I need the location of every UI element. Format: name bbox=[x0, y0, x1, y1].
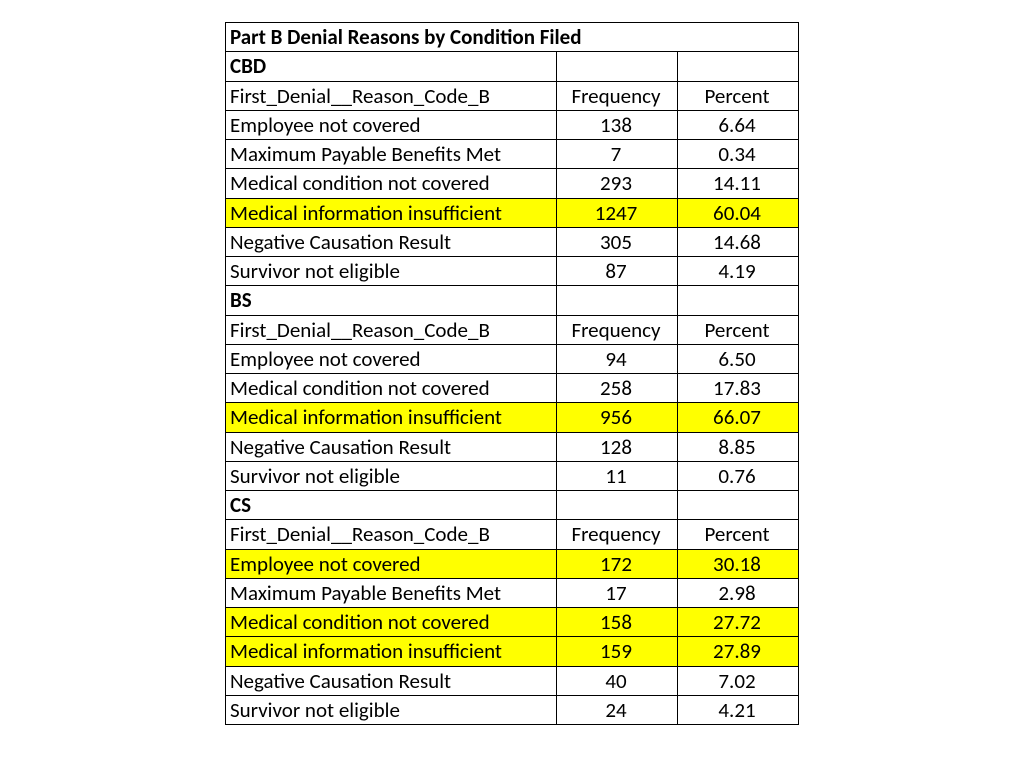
percent-cell: 0.76 bbox=[678, 461, 799, 490]
percent-cell: 0.34 bbox=[678, 140, 799, 169]
percent-cell: 60.04 bbox=[678, 198, 799, 227]
table-row: Survivor not eligible110.76 bbox=[226, 461, 799, 490]
section-name: CS bbox=[226, 491, 557, 520]
frequency-cell: 258 bbox=[557, 374, 678, 403]
reason-cell: Employee not covered bbox=[226, 110, 557, 139]
col-percent-header: Percent bbox=[678, 520, 799, 549]
section-heading-row: BS bbox=[226, 286, 799, 315]
section-name: CBD bbox=[226, 52, 557, 81]
denial-reasons-table: Part B Denial Reasons by Condition Filed… bbox=[225, 22, 799, 725]
column-header-row: First_Denial__Reason_Code_BFrequencyPerc… bbox=[226, 81, 799, 110]
empty-cell bbox=[557, 286, 678, 315]
reason-cell: Employee not covered bbox=[226, 344, 557, 373]
col-reason-header: First_Denial__Reason_Code_B bbox=[226, 520, 557, 549]
reason-cell: Negative Causation Result bbox=[226, 227, 557, 256]
table-title: Part B Denial Reasons by Condition Filed bbox=[226, 23, 799, 52]
reason-cell: Maximum Payable Benefits Met bbox=[226, 578, 557, 607]
table-row: Maximum Payable Benefits Met70.34 bbox=[226, 140, 799, 169]
table-row: Medical condition not covered25817.83 bbox=[226, 374, 799, 403]
percent-cell: 4.19 bbox=[678, 257, 799, 286]
column-header-row: First_Denial__Reason_Code_BFrequencyPerc… bbox=[226, 315, 799, 344]
frequency-cell: 159 bbox=[557, 637, 678, 666]
col-reason-header: First_Denial__Reason_Code_B bbox=[226, 315, 557, 344]
frequency-cell: 158 bbox=[557, 608, 678, 637]
table-row: Medical information insufficient15927.89 bbox=[226, 637, 799, 666]
section-name: BS bbox=[226, 286, 557, 315]
percent-cell: 14.11 bbox=[678, 169, 799, 198]
table-row: Medical information insufficient124760.0… bbox=[226, 198, 799, 227]
percent-cell: 27.89 bbox=[678, 637, 799, 666]
col-frequency-header: Frequency bbox=[557, 81, 678, 110]
frequency-cell: 87 bbox=[557, 257, 678, 286]
percent-cell: 66.07 bbox=[678, 403, 799, 432]
frequency-cell: 1247 bbox=[557, 198, 678, 227]
frequency-cell: 293 bbox=[557, 169, 678, 198]
table-row: Negative Causation Result30514.68 bbox=[226, 227, 799, 256]
table-row: Medical information insufficient95666.07 bbox=[226, 403, 799, 432]
percent-cell: 6.64 bbox=[678, 110, 799, 139]
frequency-cell: 11 bbox=[557, 461, 678, 490]
reason-cell: Medical condition not covered bbox=[226, 374, 557, 403]
frequency-cell: 40 bbox=[557, 666, 678, 695]
percent-cell: 14.68 bbox=[678, 227, 799, 256]
frequency-cell: 94 bbox=[557, 344, 678, 373]
empty-cell bbox=[678, 286, 799, 315]
table-row: Medical condition not covered15827.72 bbox=[226, 608, 799, 637]
col-percent-header: Percent bbox=[678, 81, 799, 110]
reason-cell: Medical condition not covered bbox=[226, 608, 557, 637]
reason-cell: Survivor not eligible bbox=[226, 695, 557, 724]
percent-cell: 30.18 bbox=[678, 549, 799, 578]
reason-cell: Negative Causation Result bbox=[226, 432, 557, 461]
table-row: Survivor not eligible874.19 bbox=[226, 257, 799, 286]
table-row: Negative Causation Result1288.85 bbox=[226, 432, 799, 461]
frequency-cell: 138 bbox=[557, 110, 678, 139]
percent-cell: 4.21 bbox=[678, 695, 799, 724]
reason-cell: Medical information insufficient bbox=[226, 403, 557, 432]
frequency-cell: 24 bbox=[557, 695, 678, 724]
table-row: Maximum Payable Benefits Met172.98 bbox=[226, 578, 799, 607]
reason-cell: Employee not covered bbox=[226, 549, 557, 578]
reason-cell: Medical information insufficient bbox=[226, 198, 557, 227]
empty-cell bbox=[678, 52, 799, 81]
empty-cell bbox=[557, 52, 678, 81]
col-frequency-header: Frequency bbox=[557, 520, 678, 549]
reason-cell: Negative Causation Result bbox=[226, 666, 557, 695]
column-header-row: First_Denial__Reason_Code_BFrequencyPerc… bbox=[226, 520, 799, 549]
section-heading-row: CS bbox=[226, 491, 799, 520]
empty-cell bbox=[557, 491, 678, 520]
table-title-row: Part B Denial Reasons by Condition Filed bbox=[226, 23, 799, 52]
frequency-cell: 172 bbox=[557, 549, 678, 578]
col-reason-header: First_Denial__Reason_Code_B bbox=[226, 81, 557, 110]
percent-cell: 7.02 bbox=[678, 666, 799, 695]
empty-cell bbox=[678, 491, 799, 520]
frequency-cell: 17 bbox=[557, 578, 678, 607]
reason-cell: Survivor not eligible bbox=[226, 461, 557, 490]
frequency-cell: 956 bbox=[557, 403, 678, 432]
frequency-cell: 305 bbox=[557, 227, 678, 256]
percent-cell: 27.72 bbox=[678, 608, 799, 637]
table-row: Survivor not eligible244.21 bbox=[226, 695, 799, 724]
frequency-cell: 128 bbox=[557, 432, 678, 461]
reason-cell: Medical condition not covered bbox=[226, 169, 557, 198]
reason-cell: Survivor not eligible bbox=[226, 257, 557, 286]
table-row: Negative Causation Result407.02 bbox=[226, 666, 799, 695]
section-heading-row: CBD bbox=[226, 52, 799, 81]
reason-cell: Medical information insufficient bbox=[226, 637, 557, 666]
reason-cell: Maximum Payable Benefits Met bbox=[226, 140, 557, 169]
table-row: Medical condition not covered29314.11 bbox=[226, 169, 799, 198]
percent-cell: 2.98 bbox=[678, 578, 799, 607]
col-frequency-header: Frequency bbox=[557, 315, 678, 344]
col-percent-header: Percent bbox=[678, 315, 799, 344]
table-row: Employee not covered1386.64 bbox=[226, 110, 799, 139]
table-row: Employee not covered17230.18 bbox=[226, 549, 799, 578]
percent-cell: 17.83 bbox=[678, 374, 799, 403]
frequency-cell: 7 bbox=[557, 140, 678, 169]
percent-cell: 8.85 bbox=[678, 432, 799, 461]
table-row: Employee not covered946.50 bbox=[226, 344, 799, 373]
percent-cell: 6.50 bbox=[678, 344, 799, 373]
